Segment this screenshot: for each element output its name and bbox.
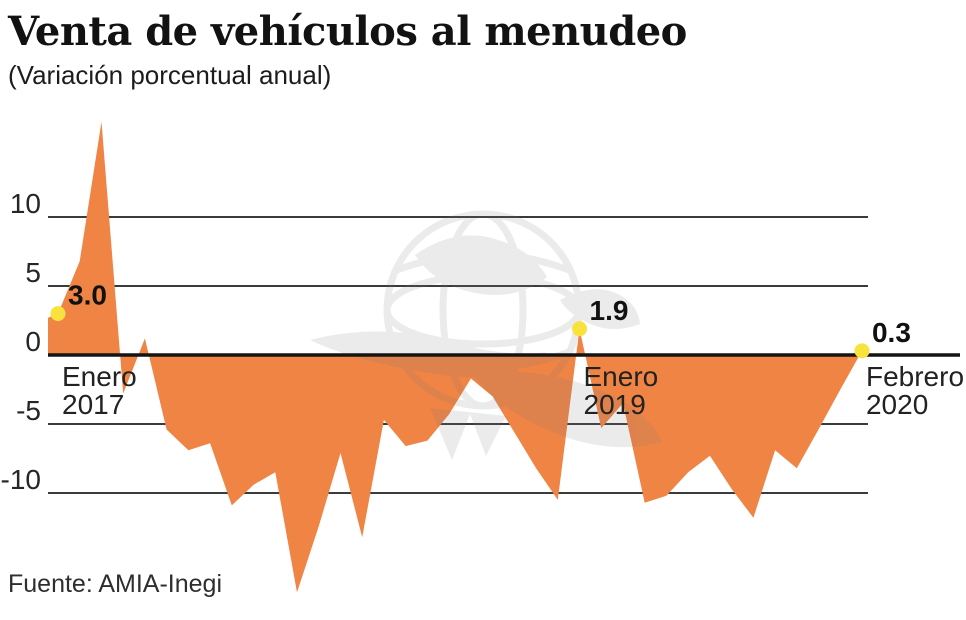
y-tick-label-5: 5 [25, 257, 41, 288]
y-tick-label-0: 0 [25, 326, 41, 357]
annotation-date-line1: Enero [62, 361, 137, 392]
annotation-value-label: 1.9 [590, 295, 629, 326]
annotation-date-line2: 2020 [866, 389, 928, 420]
axis-layer: 10 5 0 -5 -10 [1, 188, 960, 495]
y-tick-label-10: 10 [10, 188, 41, 219]
y-tick-label--5: -5 [16, 395, 41, 426]
marker-dot-enero-2019 [572, 321, 588, 337]
annotation-date-line1: Febrero [866, 361, 964, 392]
annotation-value-label: 0.3 [872, 317, 911, 348]
annotation-date-line1: Enero [584, 361, 659, 392]
source-note: Fuente: AMIA-Inegi [8, 570, 223, 598]
annotation-date-line2: 2019 [584, 389, 646, 420]
annotation-value-label: 3.0 [68, 280, 107, 311]
eagle-globe-watermark-icon [310, 210, 662, 460]
y-tick-label--10: -10 [1, 464, 41, 495]
chart-title: Venta de vehículos al menudeo [8, 8, 687, 55]
area-series-venta-vehiculos [48, 121, 862, 593]
area-series-layer [48, 121, 862, 593]
marker-dot-febrero-2020 [854, 343, 870, 359]
chart-subtitle: (Variación porcentual anual) [8, 60, 332, 90]
marker-dot-enero-2017 [50, 306, 66, 322]
markers-layer [50, 306, 870, 359]
annotation-date-line2: 2017 [62, 389, 124, 420]
